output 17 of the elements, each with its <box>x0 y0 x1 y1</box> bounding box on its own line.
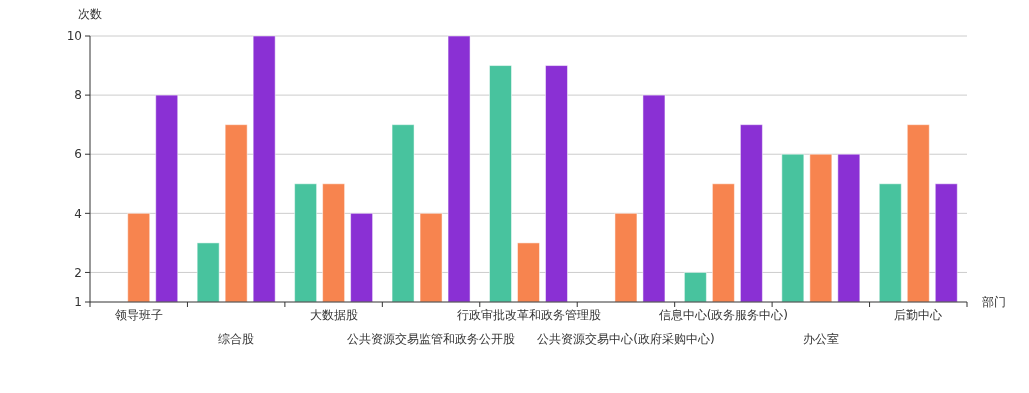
y-tick-label: 4 <box>74 206 82 221</box>
y-tick-label: 10 <box>66 29 82 44</box>
x-tick-label: 行政审批改革和政务管理股 <box>456 308 601 322</box>
x-tick-label: 公共资源交易中心(政府采购中心) <box>537 332 715 346</box>
x-tick-label: 公共资源交易监管和政务公开股 <box>347 332 516 346</box>
x-tick-label: 大数据股 <box>309 308 358 322</box>
x-axis-title: 部门 <box>982 295 1006 309</box>
y-tick-label: 1 <box>74 295 82 310</box>
y-tick-label: 2 <box>74 265 82 280</box>
x-tick-label: 领导班子 <box>114 308 163 322</box>
y-tick-label: 6 <box>74 147 82 162</box>
x-tick-label: 综合股 <box>218 332 255 346</box>
x-tick-label: 后勤中心 <box>894 308 943 322</box>
x-tick-label: 信息中心(政务服务中心) <box>658 308 789 322</box>
y-tick-label: 8 <box>74 88 82 103</box>
x-tick-label: 办公室 <box>802 332 839 346</box>
y-axis-title: 次数 <box>78 7 102 21</box>
